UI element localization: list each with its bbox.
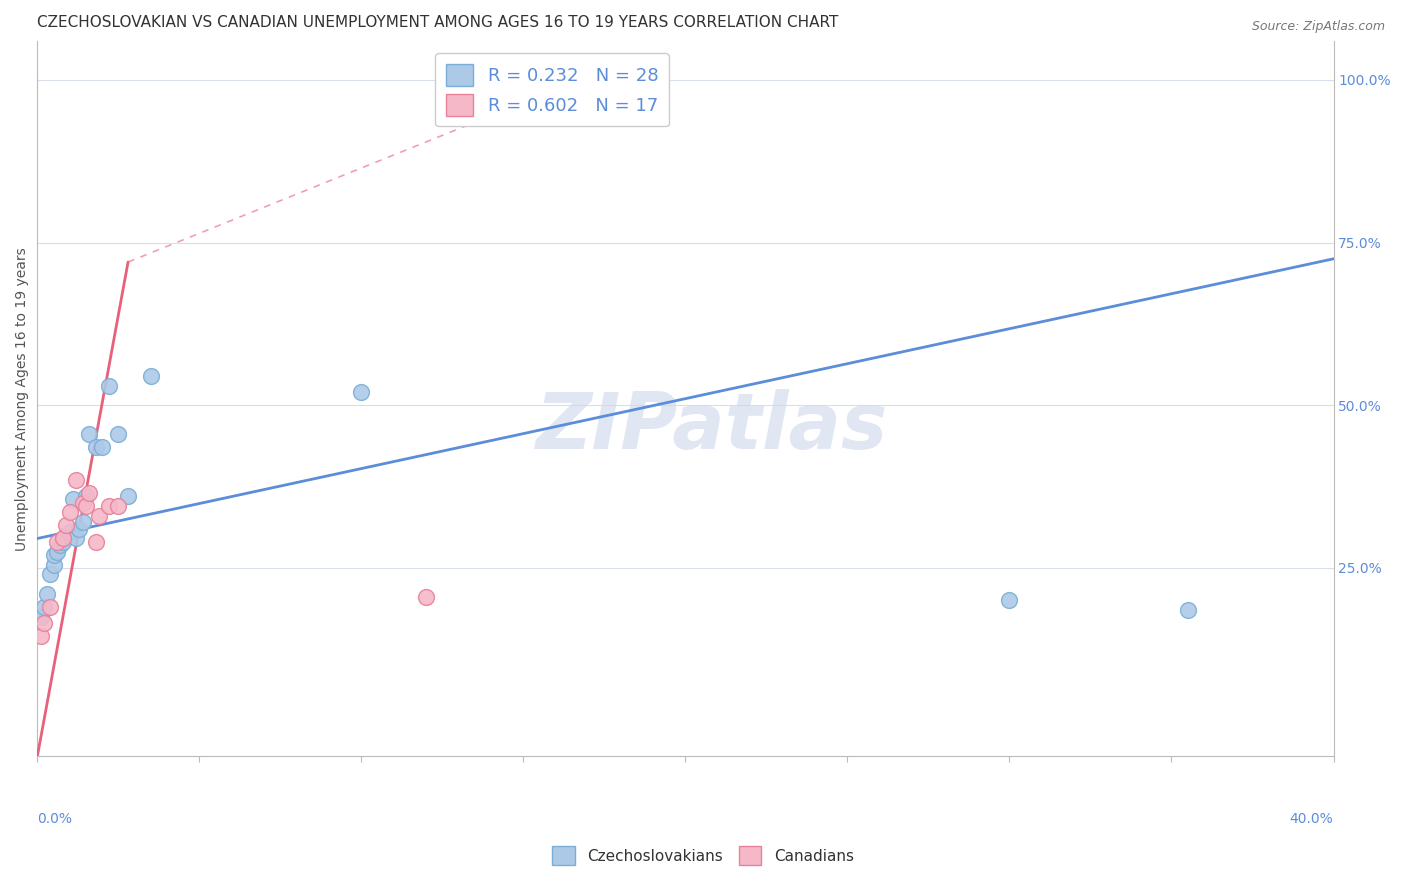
Point bbox=[107, 499, 129, 513]
Text: CZECHOSLOVAKIAN VS CANADIAN UNEMPLOYMENT AMONG AGES 16 TO 19 YEARS CORRELATION C: CZECHOSLOVAKIAN VS CANADIAN UNEMPLOYMENT… bbox=[38, 15, 839, 30]
Point bbox=[62, 492, 84, 507]
Legend: R = 0.232   N = 28, R = 0.602   N = 17: R = 0.232 N = 28, R = 0.602 N = 17 bbox=[436, 54, 669, 127]
Point bbox=[32, 615, 55, 630]
Point bbox=[84, 441, 107, 455]
Legend: Czechoslovakians, Canadians: Czechoslovakians, Canadians bbox=[547, 840, 859, 871]
Point bbox=[72, 496, 94, 510]
Point bbox=[32, 599, 55, 614]
Text: Source: ZipAtlas.com: Source: ZipAtlas.com bbox=[1251, 20, 1385, 33]
Point bbox=[49, 538, 72, 552]
Point bbox=[65, 532, 87, 546]
Point bbox=[30, 609, 52, 624]
Point bbox=[42, 548, 65, 562]
Point bbox=[75, 489, 97, 503]
Point bbox=[529, 89, 551, 103]
Point bbox=[107, 427, 129, 442]
Point bbox=[39, 567, 62, 582]
Point bbox=[609, 89, 631, 103]
Point bbox=[52, 532, 75, 546]
Point bbox=[415, 590, 437, 604]
Point bbox=[69, 522, 91, 536]
Point bbox=[84, 534, 107, 549]
Point bbox=[39, 599, 62, 614]
Point bbox=[529, 89, 551, 103]
Point bbox=[45, 534, 67, 549]
Point bbox=[55, 518, 77, 533]
Point bbox=[59, 524, 82, 539]
Point bbox=[139, 368, 162, 383]
Point bbox=[75, 499, 97, 513]
Point bbox=[42, 558, 65, 572]
Text: 0.0%: 0.0% bbox=[38, 812, 72, 826]
Point bbox=[45, 544, 67, 558]
Point bbox=[97, 499, 120, 513]
Point bbox=[72, 515, 94, 529]
Point bbox=[97, 378, 120, 392]
Point bbox=[77, 486, 100, 500]
Point bbox=[117, 489, 139, 503]
Point bbox=[998, 593, 1021, 607]
Point bbox=[1177, 603, 1199, 617]
Point bbox=[30, 629, 52, 643]
Text: 40.0%: 40.0% bbox=[1289, 812, 1333, 826]
Point bbox=[77, 427, 100, 442]
Point bbox=[350, 385, 373, 400]
Point bbox=[87, 508, 110, 523]
Point bbox=[52, 534, 75, 549]
Text: ZIPatlas: ZIPatlas bbox=[536, 389, 887, 466]
Point bbox=[65, 473, 87, 487]
Point bbox=[55, 528, 77, 542]
Y-axis label: Unemployment Among Ages 16 to 19 years: Unemployment Among Ages 16 to 19 years bbox=[15, 247, 30, 550]
Point bbox=[91, 441, 114, 455]
Point bbox=[35, 587, 58, 601]
Point bbox=[59, 506, 82, 520]
